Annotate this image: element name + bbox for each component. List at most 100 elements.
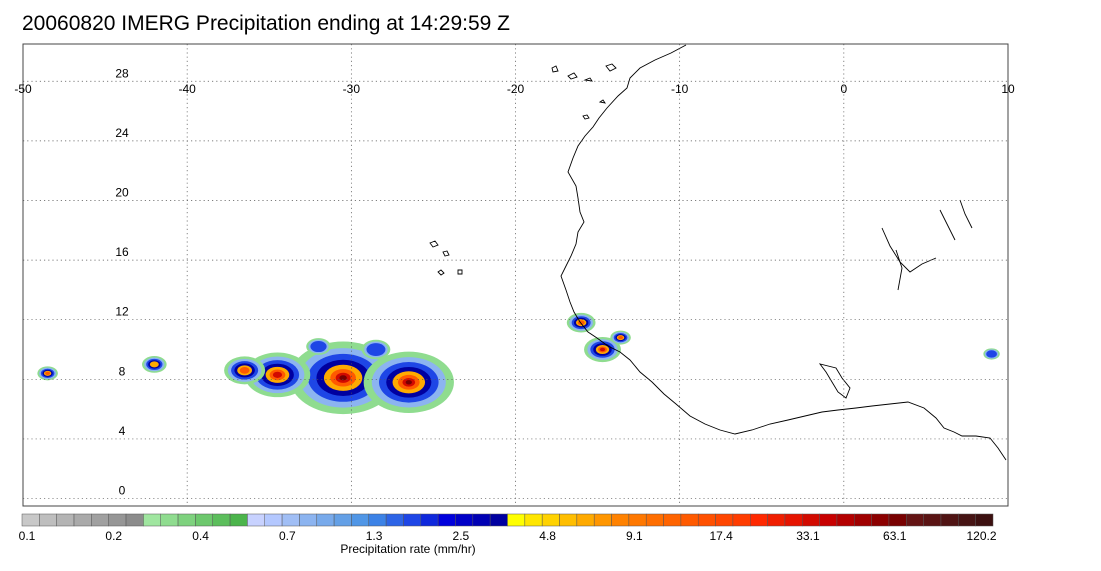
longitude-tick-label: -10 xyxy=(671,82,689,96)
lake-volta-outline xyxy=(818,363,851,399)
longitude-tick-label: -50 xyxy=(14,82,32,96)
precip-cell xyxy=(366,343,386,356)
colorbar-swatch xyxy=(940,513,959,527)
inland-water xyxy=(895,199,973,291)
latitude-tick-label: 8 xyxy=(119,364,126,378)
latitude-tick-label: 16 xyxy=(115,245,129,259)
longitude-tick-label: 0 xyxy=(840,82,847,96)
colorbar-swatch xyxy=(281,513,300,527)
colorbar-swatch xyxy=(906,513,924,527)
colorbar-swatch xyxy=(299,513,318,527)
colorbar-swatch xyxy=(750,513,768,527)
colorbar-swatch xyxy=(697,513,716,527)
latitude-tick-label: 20 xyxy=(115,185,129,199)
map-title: 20060820 IMERG Precipitation ending at 1… xyxy=(22,12,510,35)
colorbar-swatch xyxy=(385,513,404,527)
colorbar-swatch xyxy=(333,513,352,527)
colorbar-swatch xyxy=(819,513,838,527)
colorbar-swatch xyxy=(316,513,335,527)
colorbar-tick-label: 1.3 xyxy=(365,529,383,543)
colorbar-swatch xyxy=(559,513,578,527)
small-islands xyxy=(551,63,617,82)
colorbar-swatch xyxy=(264,513,283,527)
cape-verde-islands xyxy=(429,240,463,276)
colorbar-tick-label: 0.7 xyxy=(278,529,296,543)
precip-cell xyxy=(310,341,327,353)
colorbar-swatch xyxy=(125,513,144,527)
longitude-tick-label: 10 xyxy=(1001,82,1015,96)
latitude-tick-label: 4 xyxy=(119,424,126,438)
colorbar-swatch xyxy=(767,513,786,527)
colorbar-swatch xyxy=(39,513,57,527)
colorbar-swatch xyxy=(91,513,109,527)
map-frame xyxy=(22,43,1009,507)
colorbar-swatch xyxy=(403,513,422,527)
precip-cell xyxy=(45,371,51,376)
colorbar-swatch xyxy=(143,513,161,527)
colorbar-swatch xyxy=(541,513,560,527)
colorbar-swatch xyxy=(472,513,491,527)
colorbar-swatch xyxy=(21,513,40,527)
colorbar xyxy=(21,513,994,527)
colorbar-swatch xyxy=(489,513,508,527)
colorbar-swatch xyxy=(680,513,699,527)
latitude-labels: 0 4 8 12 16 20 24 28 xyxy=(115,66,129,497)
colorbar-swatch xyxy=(645,513,664,527)
colorbar-tick-label: 0.1 xyxy=(18,529,36,543)
colorbar-swatch xyxy=(524,513,543,527)
precip-cell xyxy=(599,347,606,352)
colorbar-swatch xyxy=(923,513,942,527)
colorbar-tick-label: 120.2 xyxy=(966,529,997,543)
colorbar-swatch xyxy=(611,513,630,527)
colorbar-swatch xyxy=(663,513,682,527)
precip-cell xyxy=(618,335,624,340)
colorbar-swatch xyxy=(56,513,75,527)
colorbar-tick-label: 0.2 xyxy=(105,529,123,543)
precipitation-layer xyxy=(37,312,1000,415)
colorbar-swatch xyxy=(160,513,179,527)
precip-cell xyxy=(577,320,585,326)
longitude-tick-label: -30 xyxy=(343,82,361,96)
graticule xyxy=(23,44,1008,506)
colorbar-swatch xyxy=(455,513,474,527)
longitude-tick-label: -20 xyxy=(507,82,525,96)
latitude-tick-label: 24 xyxy=(115,126,129,140)
colorbar-title: Precipitation rate (mm/hr) xyxy=(340,542,476,556)
niger-river xyxy=(881,227,937,273)
colorbar-swatch xyxy=(888,513,907,527)
colorbar-tick-label: 17.4 xyxy=(709,529,733,543)
longitude-labels: -50 -40 -30 -20 -10 0 10 xyxy=(14,82,1015,96)
colorbar-swatch xyxy=(802,513,820,527)
colorbar-swatch xyxy=(871,513,890,527)
colorbar-swatch xyxy=(715,513,734,527)
colorbar-tick-label: 63.1 xyxy=(883,529,907,543)
colorbar-tick-label: 4.8 xyxy=(539,529,556,543)
colorbar-swatch xyxy=(177,513,196,527)
canary-islands xyxy=(582,99,606,120)
precip-cell xyxy=(405,380,412,385)
precip-cell xyxy=(239,367,250,374)
precip-cell xyxy=(149,361,159,368)
colorbar-swatch xyxy=(507,513,526,527)
precip-cell xyxy=(986,350,998,358)
colorbar-swatch xyxy=(108,513,127,527)
precip-cell xyxy=(272,371,283,378)
coastline-layer xyxy=(429,44,1007,461)
latitude-tick-label: 0 xyxy=(119,484,126,498)
colorbar-swatch xyxy=(73,513,92,527)
colorbar-swatch xyxy=(975,513,994,527)
colorbar-swatch xyxy=(854,513,872,527)
colorbar-swatch xyxy=(229,513,248,527)
colorbar-tick-label: 33.1 xyxy=(796,529,820,543)
colorbar-tick-label: 9.1 xyxy=(626,529,643,543)
colorbar-tick-label: 2.5 xyxy=(452,529,470,543)
colorbar-swatch xyxy=(836,513,855,527)
colorbar-swatch xyxy=(576,513,595,527)
colorbar-swatch xyxy=(351,513,370,527)
colorbar-swatch xyxy=(368,513,387,527)
colorbar-swatch xyxy=(437,513,456,527)
colorbar-swatch xyxy=(195,513,213,527)
colorbar-swatch xyxy=(628,513,647,527)
colorbar-tick-label: 0.4 xyxy=(192,529,209,543)
